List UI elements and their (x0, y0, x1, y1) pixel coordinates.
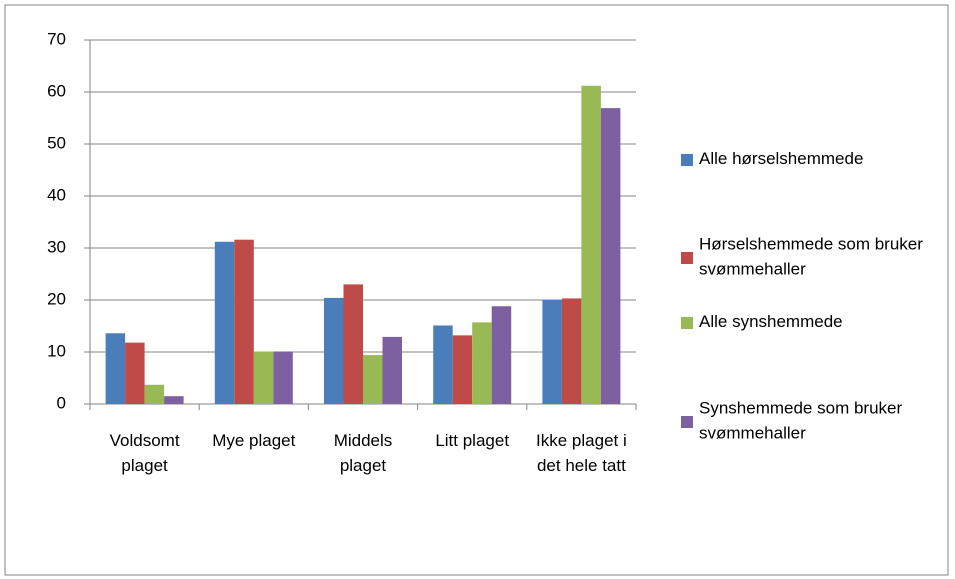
legend-label: Alle synshemmede (699, 312, 843, 331)
y-tick-label: 60 (47, 81, 66, 100)
legend-swatch (681, 154, 693, 166)
bar (273, 351, 293, 404)
y-tick-label: 30 (47, 237, 66, 256)
y-tick-label: 0 (57, 393, 66, 412)
bar (363, 355, 383, 404)
y-tick-label: 20 (47, 289, 66, 308)
legend-swatch (681, 416, 693, 428)
y-tick-label: 40 (47, 185, 66, 204)
bar (452, 335, 473, 404)
x-tick-label: Middels plaget (334, 431, 393, 475)
legend-swatch (681, 317, 693, 329)
y-tick-label: 50 (47, 133, 66, 152)
legend-swatch (681, 252, 693, 264)
bar (581, 85, 601, 404)
bar (105, 333, 126, 404)
bar (343, 284, 363, 404)
bar (472, 322, 492, 404)
bar (561, 298, 582, 404)
bar (125, 342, 145, 404)
x-tick-label: Litt plaget (435, 431, 509, 450)
bar (164, 396, 184, 404)
bar (600, 108, 621, 405)
bar (253, 351, 274, 404)
bar (144, 384, 165, 404)
x-tick-label: Voldsomt plaget (110, 431, 180, 475)
x-tick-label: Mye plaget (212, 431, 295, 450)
legend-label: Synshemmede som bruker svømmehaller (699, 399, 902, 443)
bar (542, 300, 562, 404)
bar (234, 239, 254, 404)
chart-frame (4, 4, 949, 576)
legend-label: Alle hørselshemmede (699, 149, 863, 168)
bar (214, 241, 235, 404)
bar (433, 325, 453, 404)
x-tick-label: Ikke plaget i det hele tatt (536, 431, 627, 475)
bar (382, 336, 402, 404)
bar (324, 297, 344, 404)
bar (491, 306, 512, 404)
legend-label: Hørselshemmede som bruker svømmehaller (699, 235, 923, 279)
y-tick-label: 70 (47, 29, 66, 48)
y-tick-label: 10 (47, 341, 66, 360)
